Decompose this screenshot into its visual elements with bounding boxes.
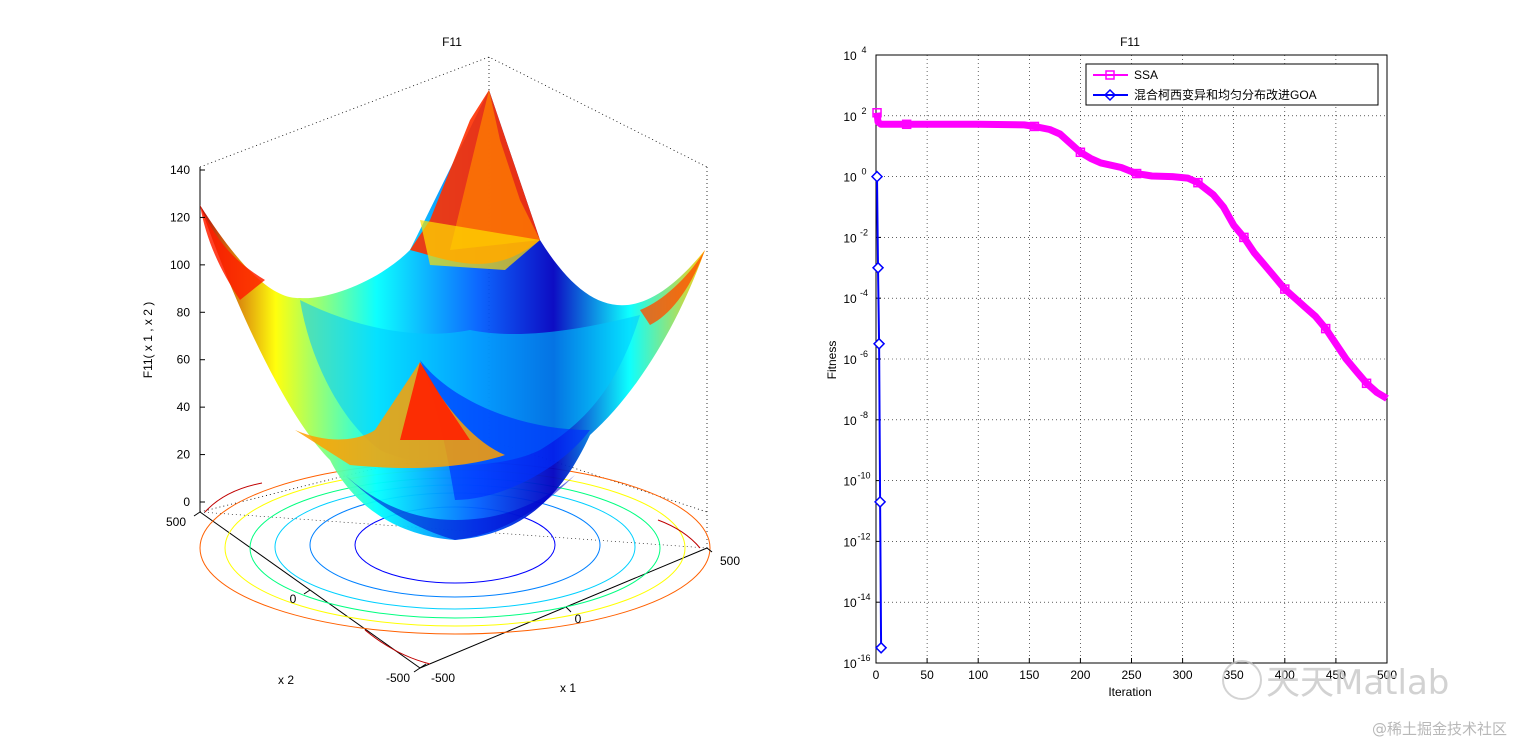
y-tick-label: 10: [843, 596, 857, 610]
x2-tick: 0: [290, 592, 297, 606]
y-tick-exponent: -16: [857, 653, 870, 663]
z-tick: 0: [183, 495, 190, 509]
y-tick-exponent: -14: [857, 592, 870, 602]
brand-watermark: 天天Matlab: [1266, 663, 1450, 703]
z-tick: 80: [177, 305, 191, 319]
z-tick: 60: [177, 353, 191, 367]
y-tick-label: 10: [843, 231, 857, 245]
surface-title: F11: [442, 35, 462, 49]
wechat-logo-icon: [1222, 660, 1262, 700]
x2-axis-label: x 2: [278, 673, 294, 687]
ssa-point: [1193, 177, 1203, 188]
y-tick-exponent: 2: [861, 106, 866, 116]
x-tick-label: 300: [1173, 668, 1193, 682]
ssa-point: [1361, 378, 1372, 389]
convergence-title: F11: [1120, 35, 1140, 49]
legend-label-goa: 混合柯西变异和均匀分布改进GOA: [1134, 87, 1317, 102]
y-tick-label: 10: [843, 171, 857, 185]
y-tick-exponent: -4: [860, 288, 868, 298]
ssa-point: [901, 119, 912, 130]
ssa-point: [1075, 147, 1086, 158]
x1-tick: 500: [720, 554, 740, 568]
x-tick-label: 100: [968, 668, 988, 682]
y-tick-label: 10: [843, 475, 857, 489]
x1-axis: -500 0 500 x 1: [419, 547, 740, 695]
y-tick-exponent: -10: [857, 471, 870, 481]
y-tick-label: 10: [843, 110, 857, 124]
ssa-point: [872, 108, 882, 118]
goa-point: [870, 170, 884, 183]
z-axis-label: F11( x 1 , x 2 ): [141, 302, 155, 378]
y-tick-exponent: -2: [860, 227, 868, 237]
z-axis: 0 20 40 60 80 100 120 140 F11( x 1 , x 2 ): [141, 163, 205, 509]
x2-axis: 500 0 -500 x 2: [166, 511, 421, 687]
x2-tick: 500: [166, 515, 186, 529]
goa-point: [874, 495, 887, 508]
x1-tick: -500: [431, 671, 455, 685]
x-tick-label: 50: [920, 668, 934, 682]
diamond-marker-icon: [1103, 88, 1117, 102]
convergence-plot: F11 10-1610-1410-1210-1010-810-610-410-2…: [825, 35, 1397, 699]
y-tick-label: 10: [843, 414, 857, 428]
legend: SSA 混合柯西变异和均匀分布改进GOA: [1085, 63, 1379, 106]
y-axis-label: Fitness: [825, 341, 839, 380]
footer-watermark: @稀土掘金技术社区: [1372, 720, 1508, 738]
z-tick: 140: [170, 163, 190, 177]
y-tick-label: 10: [843, 292, 857, 306]
y-tick-label: 10: [843, 535, 857, 549]
x2-tick: -500: [386, 671, 410, 685]
z-tick: 40: [177, 400, 191, 414]
x1-axis-label: x 1: [560, 681, 576, 695]
z-tick: 120: [170, 210, 190, 224]
ssa-point: [1280, 284, 1290, 294]
x-tick-label: 200: [1070, 668, 1090, 682]
ssa-point: [1239, 232, 1249, 243]
goa-point: [873, 337, 886, 350]
z-tick: 100: [170, 258, 190, 272]
ssa-point: [1029, 121, 1040, 132]
legend-label-ssa: SSA: [1134, 68, 1158, 82]
grid: [876, 55, 1387, 663]
x-tick-label: 450: [1326, 668, 1346, 682]
x-tick-label: 500: [1377, 668, 1397, 682]
surface-plot: F11: [141, 35, 740, 695]
y-tick-exponent: -6: [860, 349, 868, 359]
surface-mesh: [200, 90, 705, 540]
legend-box: [1085, 63, 1379, 106]
x-tick-label: 250: [1121, 668, 1141, 682]
goa-point: [875, 641, 888, 654]
ssa-point: [1131, 168, 1142, 179]
y-tick-exponent: 4: [861, 45, 866, 55]
y-tick-label: 10: [843, 657, 857, 671]
y-tick-exponent: 0: [861, 167, 866, 177]
square-marker-icon: [1105, 70, 1115, 80]
x-tick-label: 400: [1275, 668, 1295, 682]
x1-tick: 0: [575, 612, 582, 626]
goa-point: [871, 261, 885, 274]
x-axis: 0 50 100 150 200 250 300 350 400 450 500: [873, 658, 1397, 682]
series-layer: [870, 108, 1389, 654]
x-axis-label: Iteration: [1108, 685, 1151, 699]
y-tick-label: 10: [843, 353, 857, 367]
z-tick: 20: [177, 448, 191, 462]
y-tick-exponent: -8: [860, 410, 868, 420]
y-tick-exponent: -12: [857, 531, 870, 541]
y-tick-label: 10: [843, 49, 857, 63]
ssa-point: [1320, 323, 1331, 334]
x-tick-label: 150: [1019, 668, 1039, 682]
x-tick-label: 0: [873, 668, 880, 682]
